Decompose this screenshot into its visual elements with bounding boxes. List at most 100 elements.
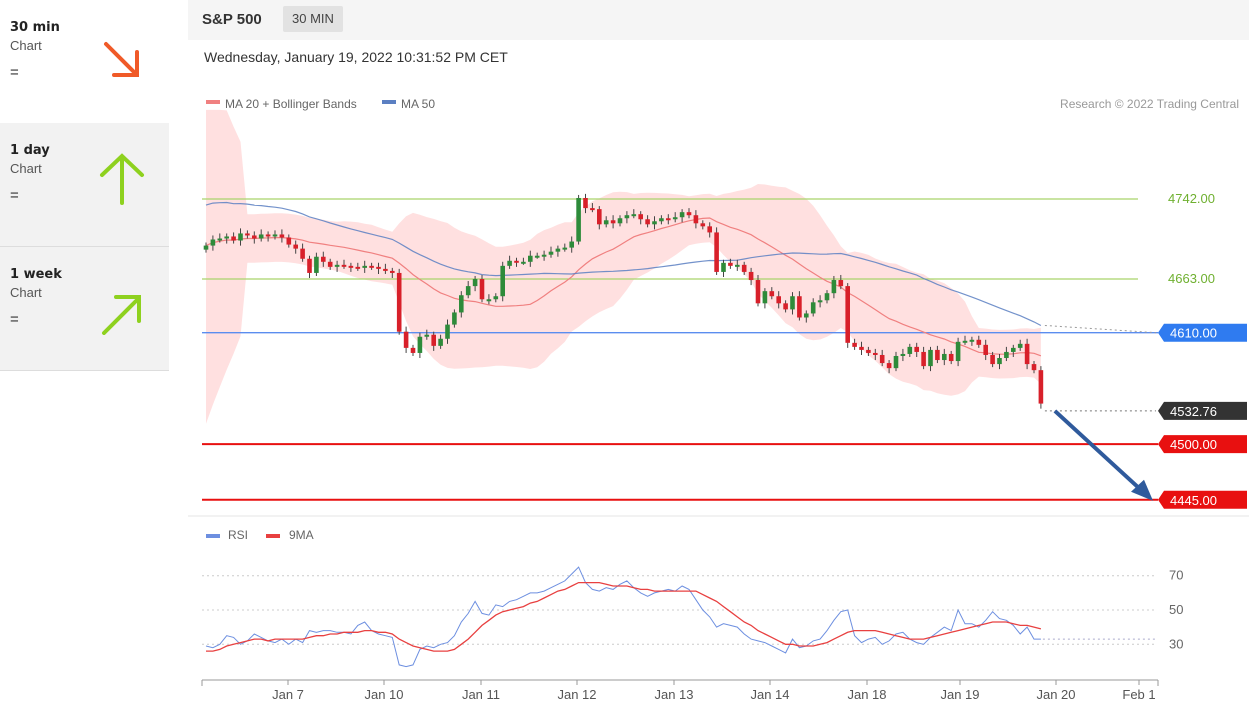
candle	[597, 209, 602, 225]
candle	[893, 355, 899, 369]
candle	[638, 214, 643, 220]
rsi-tick-label: 30	[1169, 636, 1183, 651]
candle	[852, 342, 857, 347]
candle	[824, 293, 830, 301]
candle	[534, 255, 540, 258]
x-tick-label: Jan 10	[364, 687, 403, 702]
candle	[783, 303, 788, 310]
bollinger-band	[206, 109, 1041, 424]
candle	[438, 338, 443, 346]
candle	[562, 247, 568, 250]
candle	[879, 354, 885, 364]
ma50-line	[205, 201, 1042, 327]
candle	[355, 266, 361, 269]
candle	[748, 271, 754, 281]
candle	[210, 239, 216, 246]
last-price-label: 4532.76	[1170, 404, 1217, 419]
timeframe-chart-link[interactable]: Chart	[10, 285, 42, 300]
candle	[790, 296, 795, 310]
chart-datetime: Wednesday, January 19, 2022 10:31:52 PM …	[204, 49, 508, 65]
candle	[224, 236, 229, 239]
candle	[955, 341, 961, 362]
candle	[721, 262, 726, 272]
candle	[762, 291, 768, 304]
x-tick-label: Jan 13	[654, 687, 693, 702]
candle	[700, 223, 706, 227]
candle	[272, 234, 278, 237]
candle	[631, 214, 637, 217]
candle	[348, 265, 354, 268]
candle	[341, 264, 347, 267]
rsi-tick-label: 50	[1169, 602, 1183, 617]
candle	[921, 351, 926, 367]
candle	[948, 353, 954, 362]
timeframe-name: 1 week	[10, 267, 62, 282]
candle	[472, 279, 478, 287]
candle	[990, 354, 995, 365]
level-tag	[1158, 323, 1247, 342]
arrow-up-right-icon	[102, 295, 141, 335]
timeframe-name: 30 min	[10, 20, 60, 35]
candle	[590, 208, 595, 211]
candle	[769, 291, 775, 297]
last-price-tag	[1158, 401, 1247, 420]
candle	[431, 334, 436, 346]
candle	[969, 339, 975, 342]
candle	[307, 258, 312, 273]
level-label: 4663.00	[1168, 271, 1215, 286]
timeframe-item[interactable]: 1 week Chart =	[0, 247, 169, 371]
timeframe-button[interactable]: 30 MIN	[283, 6, 343, 32]
candle	[217, 238, 223, 241]
candle	[645, 219, 650, 225]
candle	[286, 237, 292, 245]
level-tag	[1158, 435, 1247, 454]
legend-ma50-swatch	[382, 100, 396, 104]
candle	[866, 349, 871, 353]
candle	[603, 220, 609, 225]
candle	[624, 215, 630, 219]
rsi-tick-label: 70	[1169, 568, 1183, 583]
price-chart: MA 20 + Bollinger Bands MA 50 Research © 2…	[188, 97, 1249, 702]
timeframe-item[interactable]: 30 min Chart =	[0, 0, 169, 124]
level-label: 4742.00	[1168, 191, 1215, 206]
candle	[300, 248, 305, 259]
candle	[914, 346, 919, 352]
x-tick-label: Jan 20	[1036, 687, 1075, 702]
timeframe-chart-link[interactable]: Chart	[10, 38, 42, 53]
level-label: 4500.00	[1170, 437, 1217, 452]
level-label: 4445.00	[1170, 493, 1217, 508]
candle	[1004, 351, 1009, 359]
x-tick-label: Jan 7	[272, 687, 304, 702]
timeframe-item[interactable]: 1 day Chart =	[0, 123, 169, 247]
candle	[507, 260, 512, 266]
candle	[859, 346, 864, 350]
candle	[610, 220, 616, 224]
candle	[686, 212, 692, 216]
candle	[810, 302, 816, 314]
candle	[735, 264, 740, 267]
candle	[659, 218, 664, 222]
candle	[334, 264, 340, 267]
candle	[707, 226, 712, 233]
candle	[886, 363, 892, 369]
candle	[383, 268, 388, 271]
candle	[493, 296, 499, 300]
candle	[410, 347, 416, 353]
candle	[838, 280, 844, 287]
candle	[942, 353, 947, 361]
x-tick-label: Jan 14	[750, 687, 789, 702]
forecast-arrow	[1053, 409, 1145, 494]
candle	[403, 331, 409, 348]
candle	[755, 280, 761, 304]
candle	[479, 279, 485, 300]
candle	[666, 218, 671, 221]
candle	[672, 217, 678, 220]
timeframe-chart-link[interactable]: Chart	[10, 161, 42, 176]
candle	[962, 340, 968, 343]
legend-9ma-label: 9MA	[289, 528, 314, 542]
candle	[1024, 343, 1030, 365]
candle	[845, 286, 850, 343]
candle	[486, 299, 492, 302]
candle	[1017, 343, 1023, 348]
candle	[928, 349, 933, 367]
